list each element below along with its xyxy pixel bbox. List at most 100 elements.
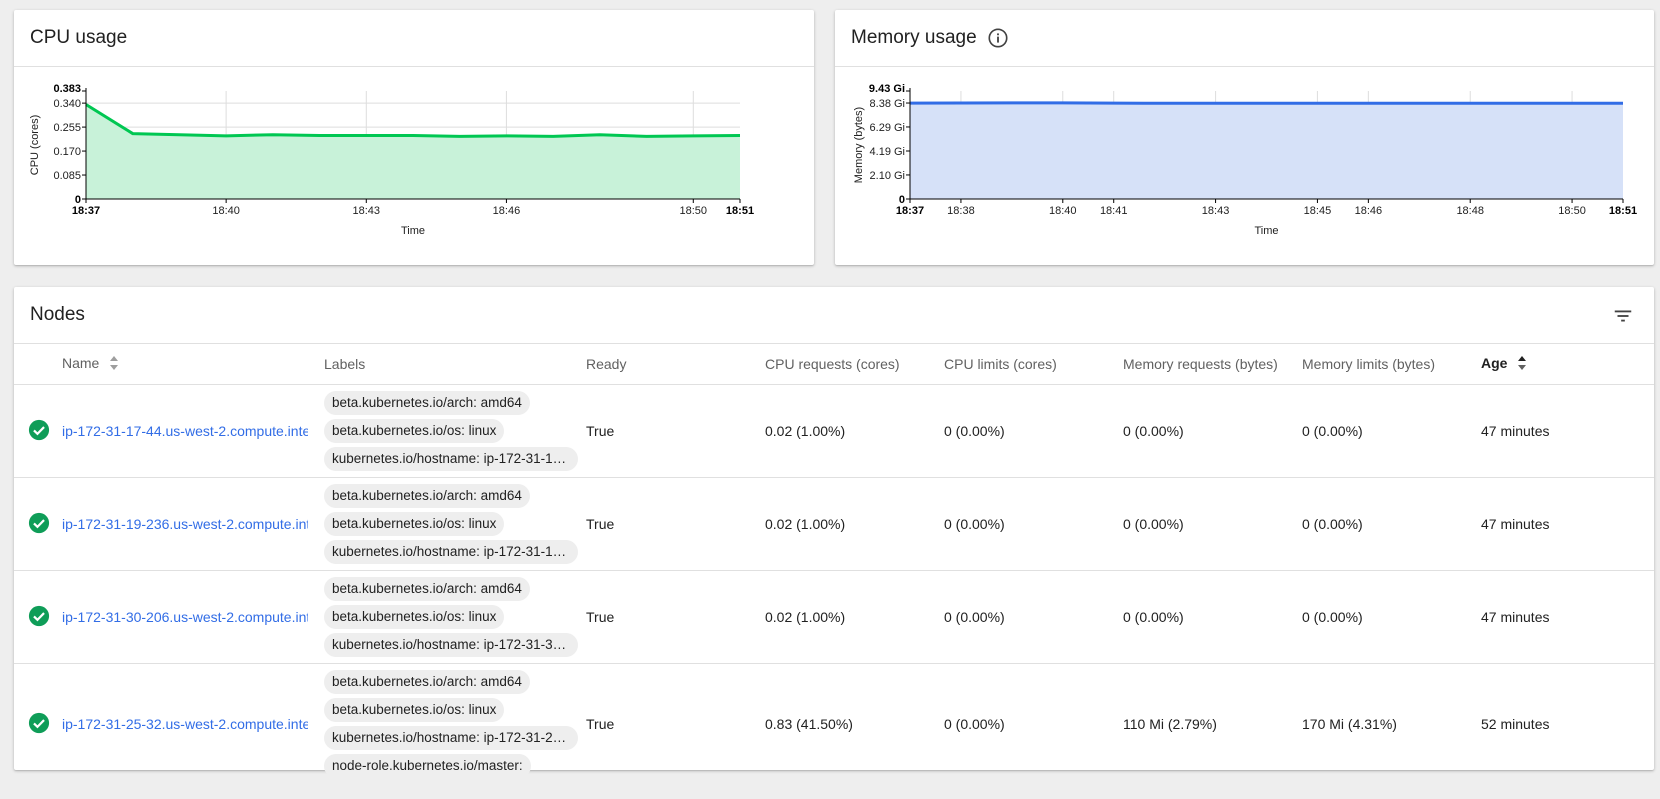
status-cell [14,570,62,664]
column-header-memory-requests: Memory requests (bytes) [1123,344,1302,385]
table-row: ip-172-31-17-44.us-west-2.compute.intern… [14,384,1654,478]
y-axis-title: CPU (cores) [29,115,41,176]
series-area [910,102,1623,199]
nodes-title: Nodes [30,304,85,325]
nodes-table: Name Labels Ready CPU requests (cores) C… [14,344,1654,784]
node-name-link[interactable]: ip-172-31-25-32.us-west-2.compute.intern… [62,716,308,732]
node-name-link[interactable]: ip-172-31-19-236.us-west-2.compute.inter… [62,516,308,532]
info-icon[interactable] [987,27,1009,49]
cpu-requests-cell: 0.02 (1.00%) [765,477,944,571]
sort-icon[interactable] [1517,355,1527,374]
table-header-row: Name Labels Ready CPU requests (cores) C… [14,344,1654,385]
column-header-labels: Labels [324,344,586,385]
y-tick-label: 2.10 Gi [870,170,905,182]
column-header-name[interactable]: Name [62,344,324,385]
label-chip: beta.kubernetes.io/os: linux [324,698,505,722]
ready-cell: True [586,570,765,664]
cpu-usage-chart: 0 0.085 0.170 0.255 0.340 0.383 18:37 18:40 18:4… [29,83,754,237]
memory-requests-cell: 0 (0.00%) [1123,477,1302,571]
nodes-header: Nodes [14,287,1654,344]
node-name-cell: ip-172-31-19-236.us-west-2.compute.inter… [62,477,324,571]
column-header-memory-limits: Memory limits (bytes) [1302,344,1481,385]
node-name-cell: ip-172-31-25-32.us-west-2.compute.intern… [62,664,324,785]
x-tick-label: 18:51 [1609,205,1637,217]
y-tick-label: 0.085 [53,170,81,182]
table-row: ip-172-31-25-32.us-west-2.compute.intern… [14,664,1654,785]
memory-usage-chart: 0 2.10 Gi 4.19 Gi 6.29 Gi 8.38 Gi 9.43 Gi 18:3… [853,83,1637,237]
y-tick-label: 8.38 Gi [870,98,905,110]
x-tick-label: 18:48 [1456,205,1484,217]
memory-limits-cell: 0 (0.00%) [1302,477,1481,571]
y-axis-title: Memory (bytes) [853,107,865,183]
cpu-requests-cell: 0.83 (41.50%) [765,716,853,732]
x-tick-label: 18:43 [1202,205,1230,217]
table-row: ip-172-31-30-206.us-west-2.compute.inter… [14,570,1654,664]
label-chip: kubernetes.io/hostname: ip-172-31-25-32 [324,726,578,750]
ready-cell: True [586,477,765,571]
y-tick-label: 9.43 Gi [869,83,905,95]
column-header-ready: Ready [586,344,765,385]
labels-cell: beta.kubernetes.io/arch: amd64 beta.kuber… [324,477,586,571]
y-tick-label: 0.170 [53,146,81,158]
status-cell [14,384,62,478]
cpu-usage-card: CPU usage 0 0.085 0.170 0.255 0.340 0.383 18:3… [14,10,814,265]
memory-limits-cell: 170 Mi (4.31%) [1302,716,1397,732]
column-header-cpu-limits: CPU limits (cores) [944,344,1123,385]
y-tick-label: 0.340 [53,98,81,110]
label-chip: beta.kubernetes.io/os: linux [324,419,505,443]
x-tick-label: 18:50 [680,205,708,217]
cpu-limits-cell: 0 (0.00%) [944,570,1123,664]
x-tick-label: 18:46 [1355,205,1383,217]
ready-cell: True [586,384,765,478]
series-area [86,104,740,199]
label-chip: node-role.kubernetes.io/master: [324,754,531,778]
column-header-label: Name [62,354,100,371]
x-tick-label: 18:37 [896,205,924,217]
memory-limits-cell: 0 (0.00%) [1302,384,1481,478]
check-circle-icon [28,605,50,626]
label-chip: beta.kubernetes.io/arch: amd64 [324,484,530,508]
check-circle-icon [28,512,50,533]
column-header-label: Age [1481,354,1508,371]
memory-requests-cell: 0 (0.00%) [1123,384,1302,478]
column-header-age[interactable]: Age [1481,344,1654,385]
y-tick-label: 0.383 [53,83,81,95]
status-cell [14,664,62,785]
cpu-limits-cell: 0 (0.00%) [944,477,1123,571]
filter-icon[interactable] [1612,305,1634,332]
x-tick-label: 18:50 [1558,205,1586,217]
x-tick-label: 18:38 [947,205,975,217]
x-tick-label: 18:40 [1049,205,1077,217]
memory-requests-cell: 110 Mi (2.79%) [1123,716,1217,732]
labels-cell: beta.kubernetes.io/arch: amd64 beta.kuber… [324,384,586,478]
node-name-cell: ip-172-31-30-206.us-west-2.compute.inter… [62,570,324,664]
label-chip: kubernetes.io/hostname: ip-172-31-19-236 [324,540,578,564]
x-tick-label: 18:46 [493,205,521,217]
age-cell: 47 minutes [1481,570,1654,664]
node-name-link[interactable]: ip-172-31-17-44.us-west-2.compute.intern… [62,423,308,439]
cpu-limits-cell: 0 (0.00%) [944,384,1123,478]
x-tick-label: 18:37 [72,205,100,217]
label-chip: kubernetes.io/hostname: ip-172-31-30-206 [324,633,578,657]
age-cell: 47 minutes [1481,384,1654,478]
x-tick-label: 18:51 [726,205,754,217]
label-chip: beta.kubernetes.io/arch: amd64 [324,577,530,601]
memory-usage-header: Memory usage [835,10,1654,67]
y-tick-label: 4.19 Gi [870,146,905,158]
memory-usage-title: Memory usage [851,27,977,48]
y-tick-label: 0 [75,194,81,206]
label-chip: beta.kubernetes.io/os: linux [324,512,505,536]
memory-usage-card: Memory usage 0 2.10 Gi 4.19 Gi 6.29 Gi 8.38 … [835,10,1654,265]
memory-requests-cell: 0 (0.00%) [1123,570,1302,664]
labels-cell: beta.kubernetes.io/arch: amd64 beta.kuber… [324,570,586,664]
check-circle-icon [28,419,50,440]
sort-icon[interactable] [109,355,119,374]
node-name-link[interactable]: ip-172-31-30-206.us-west-2.compute.inter… [62,609,308,625]
label-chip: beta.kubernetes.io/arch: amd64 [324,391,530,415]
cpu-requests-cell: 0.02 (1.00%) [765,570,944,664]
node-name-cell: ip-172-31-17-44.us-west-2.compute.intern… [62,384,324,478]
table-row: ip-172-31-19-236.us-west-2.compute.inter… [14,477,1654,571]
status-cell [14,477,62,571]
label-chip: kubernetes.io/hostname: ip-172-31-17-44 [324,447,578,471]
y-tick-label: 6.29 Gi [870,122,905,134]
